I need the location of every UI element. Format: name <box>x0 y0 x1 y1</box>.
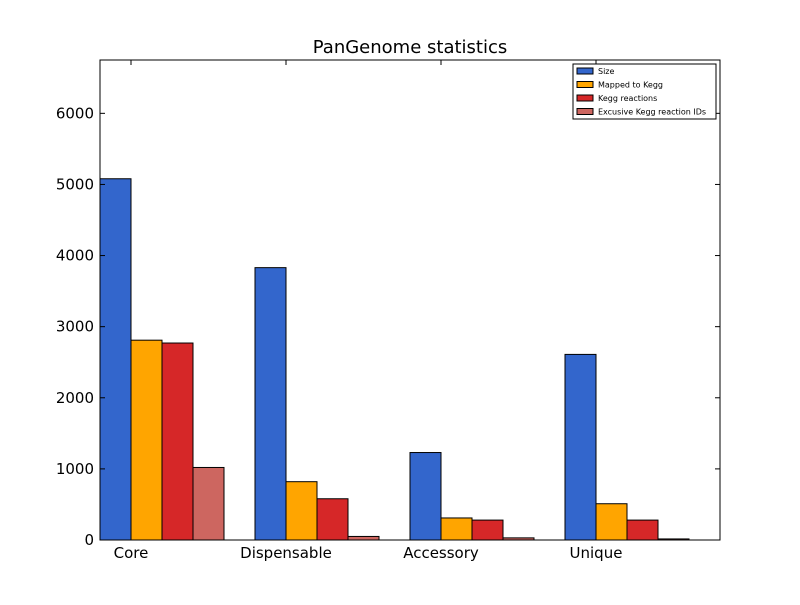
legend: Size Mapped to Kegg Kegg reactions Excusive… <box>572 63 717 120</box>
bar-accessory-kegg-reactions <box>471 519 504 541</box>
ticks-layer: 0 1000 2000 3000 4000 5000 6000 Core Dispensable… <box>56 60 720 562</box>
legend-swatch <box>576 108 594 115</box>
legend-label: Mapped to Kegg <box>598 81 663 90</box>
bar-core-size <box>99 178 132 541</box>
bar-unique-size <box>564 353 597 541</box>
bar-core-kegg-reactions <box>161 342 194 541</box>
legend-swatch <box>576 81 594 88</box>
legend-swatch <box>576 67 594 75</box>
legend-label: Kegg reactions <box>598 94 657 103</box>
y-tick-label: 3000 <box>56 318 94 336</box>
y-tick-label: 4000 <box>56 247 94 265</box>
y-tick-label: 0 <box>84 531 94 549</box>
legend-box <box>572 63 717 120</box>
y-tick-label: 6000 <box>56 104 94 122</box>
bar-core-mapped-to-kegg <box>130 339 163 541</box>
bars-layer <box>99 178 690 541</box>
bar-unique-kegg-reactions <box>626 519 659 541</box>
y-tick-label: 2000 <box>56 389 94 407</box>
y-tick-label: 1000 <box>56 460 94 478</box>
bar-dispensable-excusive-kegg-reaction-ids <box>347 535 380 541</box>
chart-title: PanGenome statistics <box>313 37 508 58</box>
x-category-label: Core <box>114 544 149 562</box>
legend-swatch <box>576 94 594 102</box>
x-category-label: Dispensable <box>240 544 332 562</box>
bar-unique-mapped-to-kegg <box>595 503 628 541</box>
bar-accessory-size <box>409 452 442 541</box>
bar-dispensable-kegg-reactions <box>316 498 349 541</box>
legend-label: Size <box>598 67 615 76</box>
plot-frame <box>99 59 721 541</box>
x-category-label: Unique <box>570 544 623 562</box>
y-tick-label: 5000 <box>56 175 94 193</box>
legend-label: Excusive Kegg reaction IDs <box>598 108 706 117</box>
bar-accessory-mapped-to-kegg <box>440 517 473 541</box>
bar-dispensable-size <box>254 267 287 541</box>
bar-core-excusive-kegg-reaction-ids <box>192 466 225 541</box>
bar-dispensable-mapped-to-kegg <box>285 481 318 541</box>
x-category-label: Accessory <box>403 544 479 562</box>
